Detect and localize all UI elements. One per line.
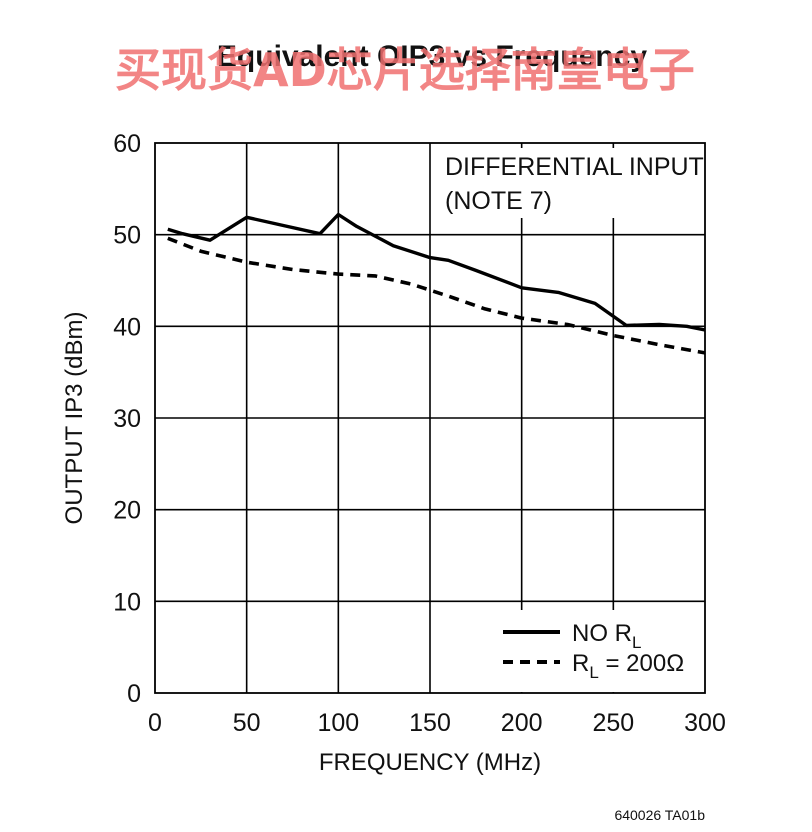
- y-tick-label: 10: [113, 588, 141, 616]
- y-tick-label: 40: [113, 313, 141, 341]
- annotation-line-1: DIFFERENTIAL INPUT: [445, 153, 704, 181]
- legend-label-rl-200-suffix: = 200Ω: [599, 650, 684, 677]
- watermark-text: 买现货AD芯片选择南皇电子: [115, 43, 695, 97]
- x-tick-label: 100: [317, 709, 359, 737]
- legend-label-rl-200-main: R: [572, 650, 589, 677]
- tick-labels: 0 50 100 150 200 250 300 0 10 20 30 40 50 60: [113, 130, 726, 737]
- y-tick-label: 20: [113, 497, 141, 525]
- x-tick-label: 50: [233, 709, 261, 737]
- legend-label-no-rl-main: NO R: [572, 620, 632, 647]
- legend-label-rl-200: RL = 200Ω: [572, 650, 684, 682]
- y-tick-label: 50: [113, 222, 141, 250]
- legend-background: [495, 610, 703, 692]
- x-tick-label: 300: [684, 709, 726, 737]
- y-tick-label: 0: [127, 680, 141, 708]
- annotation-background: [438, 148, 702, 218]
- legend: NO RL RL = 200Ω: [495, 610, 703, 692]
- chart-title: Equivalent OIP3 vs Frequency: [217, 40, 647, 73]
- grid: [155, 143, 705, 693]
- figure-id: 640026 TA01b: [614, 807, 705, 823]
- x-tick-label: 250: [592, 709, 634, 737]
- x-tick-label: 150: [409, 709, 451, 737]
- series-line-rl-200: [167, 236, 706, 355]
- annotation-line-2: (NOTE 7): [445, 187, 552, 215]
- x-axis-label: FREQUENCY (MHz): [319, 749, 541, 776]
- y-tick-label: 60: [113, 130, 141, 158]
- series-lines: [167, 212, 706, 355]
- legend-label-no-rl: NO RL: [572, 620, 641, 652]
- x-tick-label: 200: [501, 709, 543, 737]
- y-axis-label: OUTPUT IP3 (dBm): [61, 312, 88, 525]
- x-tick-label: 0: [148, 709, 162, 737]
- plot-frame: [154, 142, 706, 694]
- y-tick-label: 30: [113, 405, 141, 433]
- legend-label-rl-200-sub: L: [589, 663, 598, 682]
- series-line-no-rl: [167, 212, 706, 332]
- legend-label-no-rl-sub: L: [632, 633, 641, 652]
